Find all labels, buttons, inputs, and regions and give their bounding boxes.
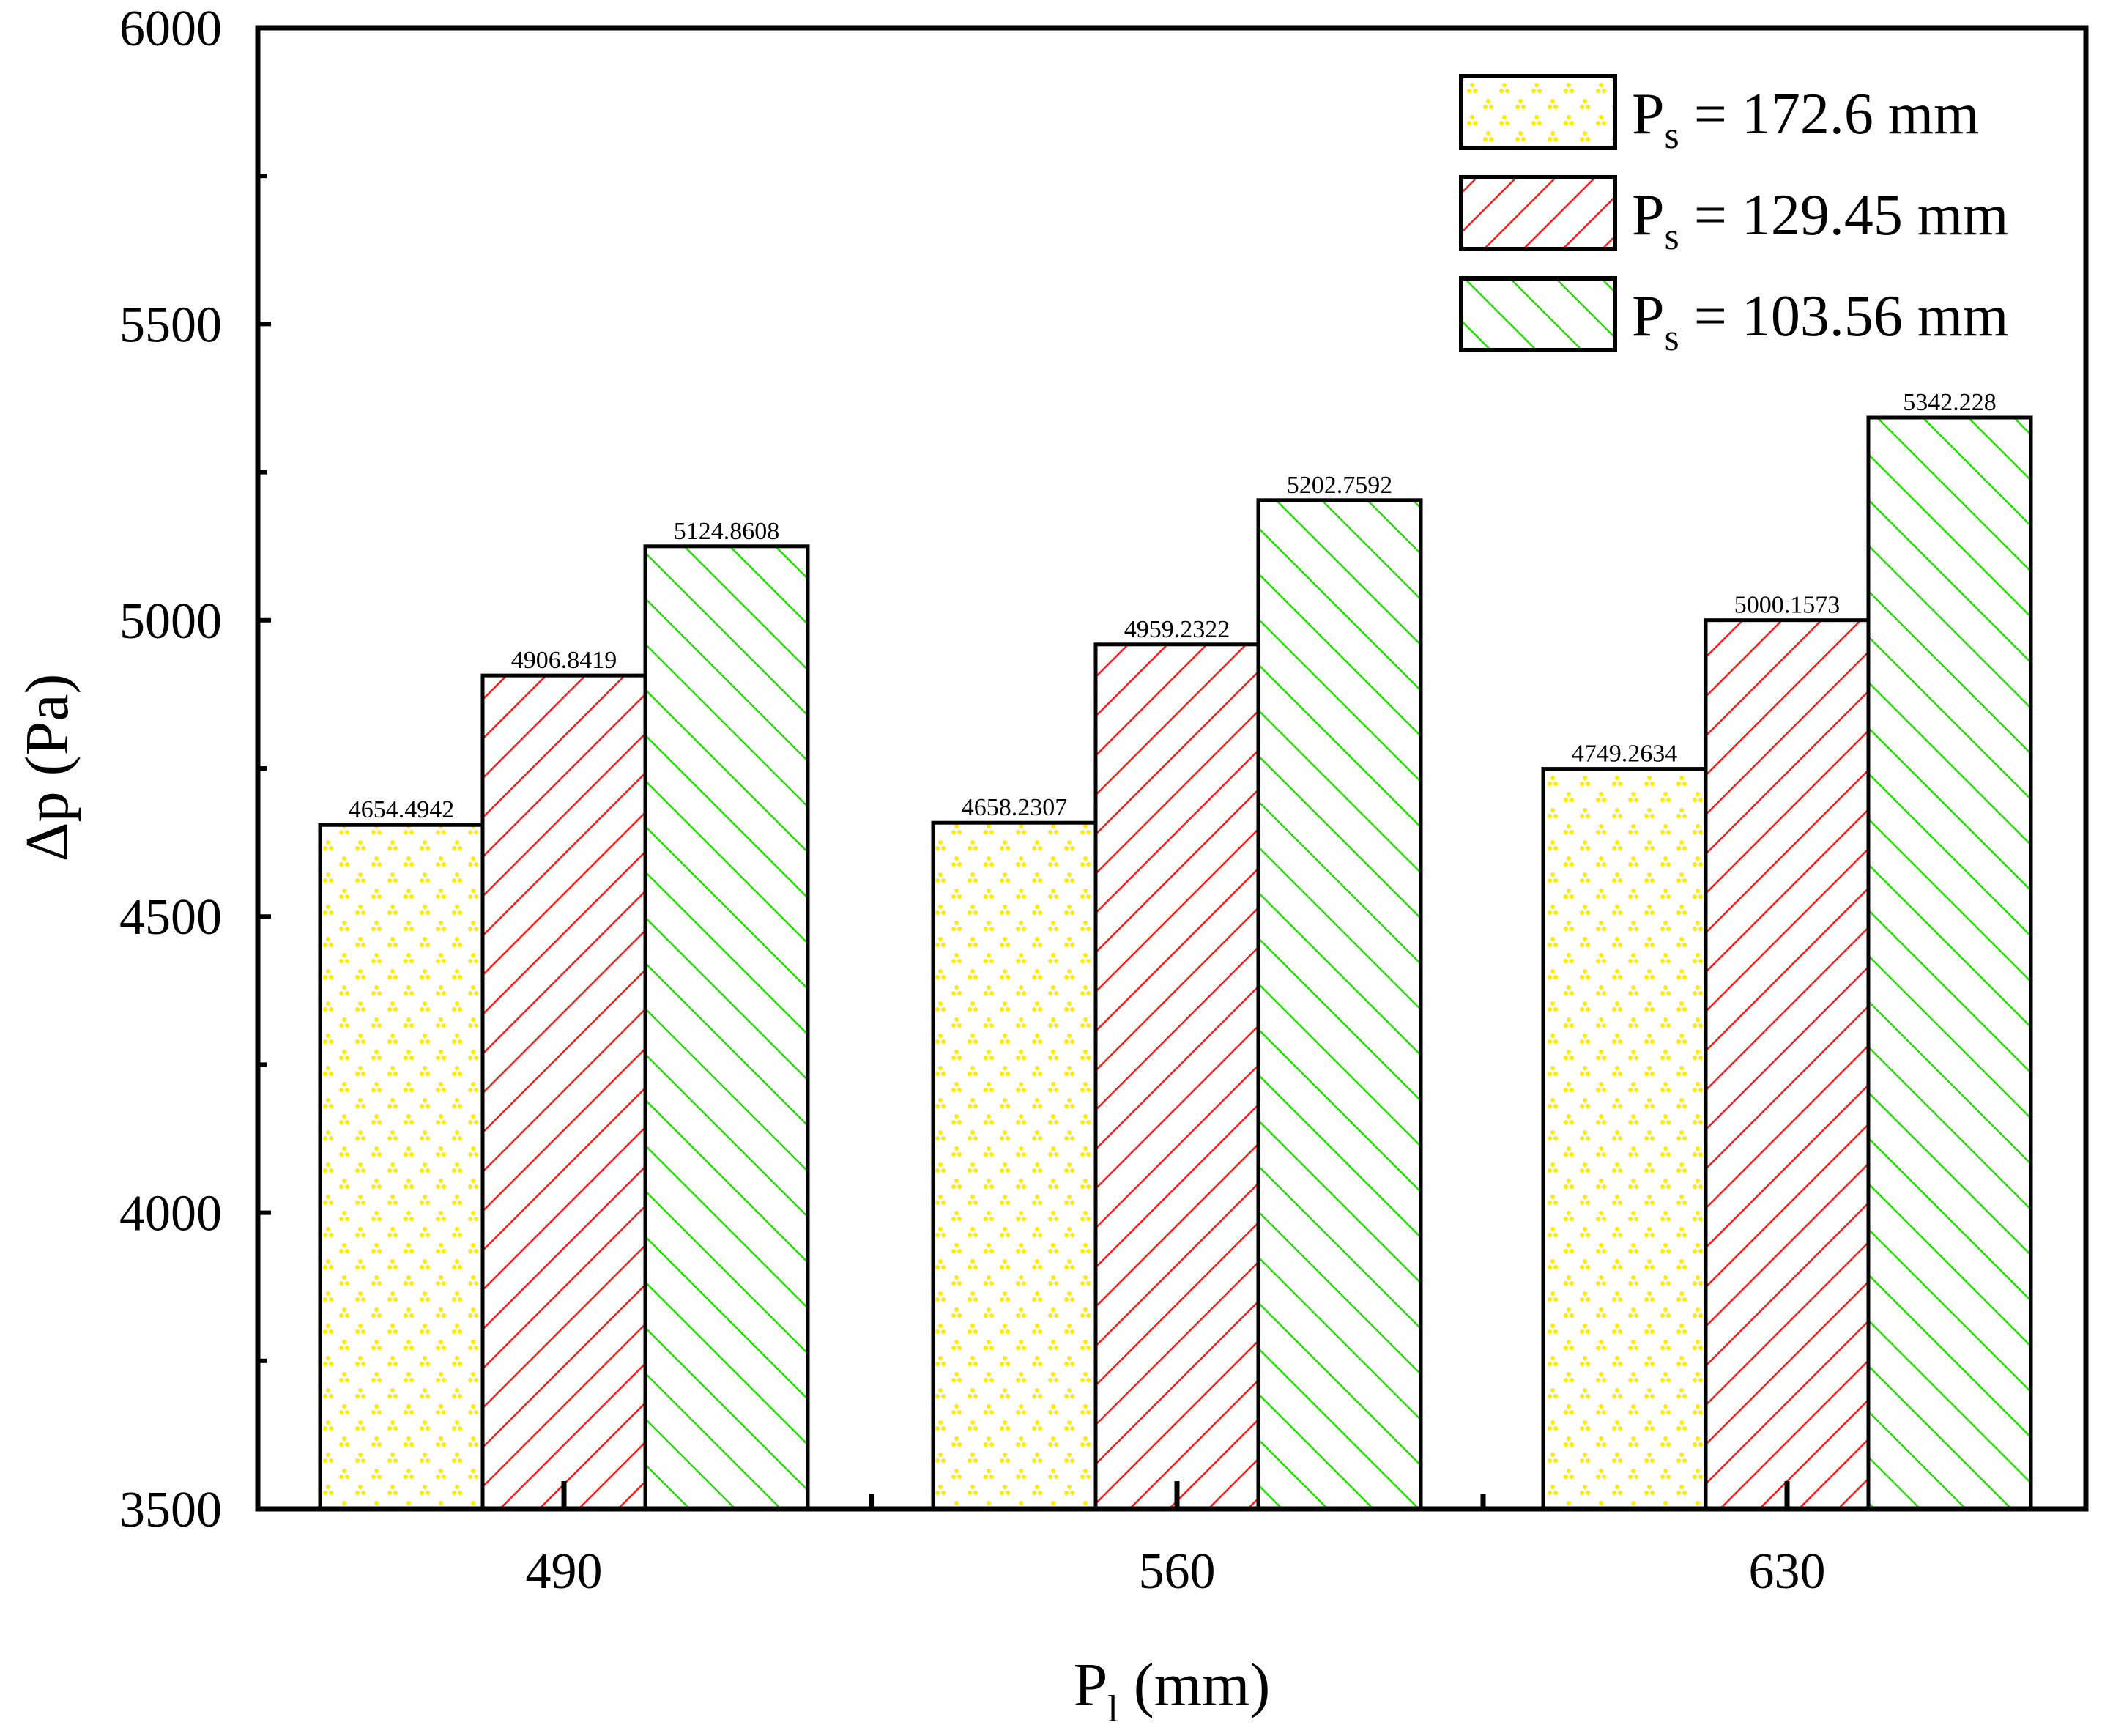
data-label: 4749.2634: [1572, 741, 1678, 768]
y-tick-label: 6000: [119, 1, 222, 57]
data-label: 4906.8419: [511, 647, 617, 674]
data-label: 5124.8608: [674, 518, 780, 545]
legend: Ps = 172.6 mm Ps = 129.45 mm Ps = 103.56 m…: [1459, 74, 2008, 359]
legend-swatch: [1459, 276, 1617, 352]
data-label: 5000.1573: [1734, 592, 1841, 619]
bar: [931, 820, 1098, 1511]
data-label: 5202.7592: [1287, 472, 1393, 499]
data-label: 4658.2307: [962, 794, 1068, 821]
bar: [643, 544, 810, 1511]
x-tick-label: 630: [1749, 1543, 1826, 1600]
x-tick-label: 490: [526, 1543, 603, 1600]
legend-swatch: [1459, 175, 1617, 251]
legend-label: Ps = 103.56 mm: [1632, 284, 2008, 359]
y-tick-label: 4000: [119, 1186, 222, 1242]
legend-label: Ps = 172.6 mm: [1632, 82, 1979, 157]
data-label: 5342.228: [1903, 389, 1997, 416]
x-axis: 490 560 630: [526, 1481, 1826, 1600]
y-tick-label: 4500: [119, 889, 222, 946]
y-axis-title: Δp (Pa): [13, 674, 81, 862]
bar: [1093, 642, 1260, 1511]
y-tick-label: 5000: [119, 593, 222, 650]
data-label: 4654.4942: [349, 796, 455, 823]
y-axis: 3500 4000 4500 5000 5500 6000: [119, 1, 271, 1538]
bar: [318, 823, 485, 1511]
bars-layer: [318, 415, 2033, 1511]
bar: [1256, 498, 1423, 1511]
bar: [1541, 767, 1708, 1511]
x-axis-title: Pl (mm): [1074, 1651, 1271, 1730]
legend-swatch: [1459, 74, 1617, 150]
data-labels-layer: 4654.4942 4906.8419 5124.8608 4658.2307 4959…: [349, 389, 1997, 823]
x-axis-title-sub: l: [1107, 1688, 1118, 1730]
bar: [480, 673, 647, 1511]
bar: [1866, 415, 2033, 1511]
legend-label: Ps = 129.45 mm: [1632, 183, 2008, 258]
bar: [1704, 618, 1871, 1511]
y-tick-label: 3500: [119, 1482, 222, 1538]
x-axis-title-rest: (mm): [1118, 1651, 1271, 1719]
x-tick-label: 560: [1139, 1543, 1216, 1600]
data-label: 4959.2322: [1124, 616, 1230, 643]
y-tick-label: 5500: [119, 297, 222, 353]
x-axis-title-main: P: [1074, 1651, 1108, 1719]
